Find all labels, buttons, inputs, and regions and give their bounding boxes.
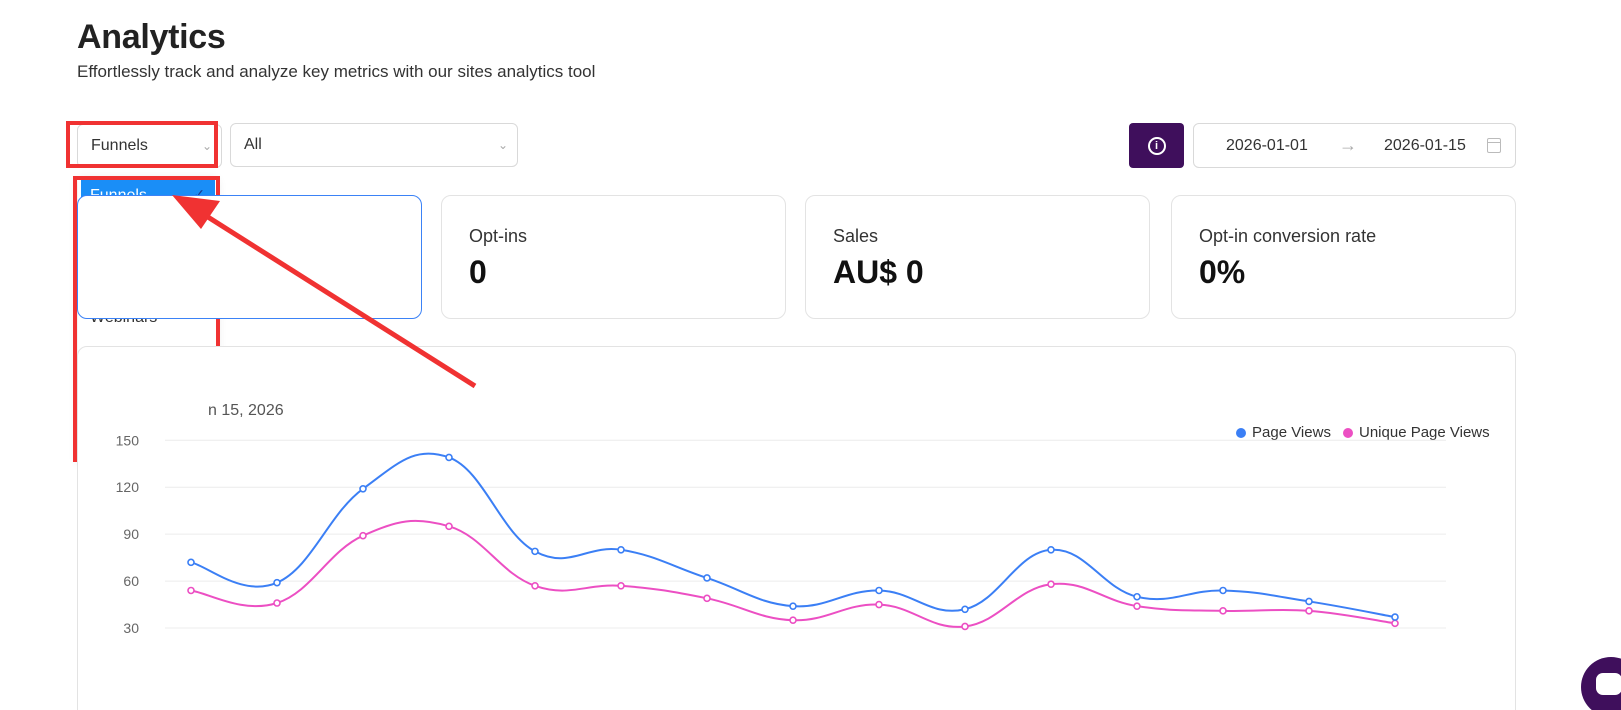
data-point xyxy=(1305,607,1313,615)
data-point xyxy=(617,545,625,554)
data-point xyxy=(359,484,367,493)
type-select[interactable]: Funnels ⌄ xyxy=(77,124,222,168)
legend-item-unique-page-views[interactable]: Unique Page Views xyxy=(1343,424,1490,441)
y-tick-label: 90 xyxy=(123,526,139,542)
y-tick-label: 60 xyxy=(123,573,139,589)
calendar-icon xyxy=(1487,138,1501,153)
data-point xyxy=(1133,592,1141,601)
metric-card-opt-ins[interactable]: Opt-ins 0 xyxy=(441,195,786,319)
page-title: Analytics xyxy=(77,18,226,56)
metric-label: Opt-in conversion rate xyxy=(1199,226,1377,246)
data-point xyxy=(789,602,797,610)
data-point xyxy=(445,453,453,462)
check-icon: ✓ xyxy=(193,186,205,202)
scope-select-value: All xyxy=(244,136,262,153)
metric-label: Opt-ins xyxy=(469,226,528,246)
data-point xyxy=(1391,613,1399,621)
legend-item-page-views[interactable]: Page Views xyxy=(1236,424,1331,441)
data-point xyxy=(789,616,797,625)
data-point xyxy=(875,586,883,595)
chevron-down-icon: ⌄ xyxy=(497,138,509,152)
page-subtitle: Effortlessly track and analyze key metri… xyxy=(77,62,596,81)
data-point xyxy=(445,522,453,531)
legend-swatch xyxy=(1236,427,1246,438)
data-point xyxy=(1047,580,1055,589)
metric-label: Sales xyxy=(833,226,879,246)
y-tick-label: 120 xyxy=(116,479,140,495)
y-tick-label: 30 xyxy=(123,620,139,636)
info-button[interactable]: i xyxy=(1129,123,1184,168)
data-point xyxy=(1391,619,1399,628)
y-tick-label: 150 xyxy=(116,432,140,448)
data-point xyxy=(531,581,539,590)
date-range-picker[interactable]: 2026-01-01 → 2026-01-15 xyxy=(1193,123,1516,168)
metric-card-sales[interactable]: Sales AU$ 0 xyxy=(805,195,1150,319)
data-point xyxy=(703,594,711,603)
metric-value: 0% xyxy=(1199,254,1246,290)
data-point xyxy=(531,547,539,556)
scope-select[interactable]: All ⌄ xyxy=(230,123,518,167)
info-icon: i xyxy=(1147,136,1166,155)
metric-value: AU$ 0 xyxy=(833,254,924,290)
data-point xyxy=(1219,586,1227,595)
date-range-end[interactable]: 2026-01-15 xyxy=(1384,136,1466,154)
type-select-value: Funnels xyxy=(91,137,148,154)
data-point xyxy=(187,558,195,567)
series-line-page-views xyxy=(190,452,1396,619)
chat-icon xyxy=(1596,673,1621,695)
data-point xyxy=(273,578,281,587)
chart-panel xyxy=(77,346,1516,710)
data-point xyxy=(875,600,883,609)
chevron-down-icon: ⌄ xyxy=(201,139,213,153)
date-range-start[interactable]: 2026-01-01 xyxy=(1226,136,1308,154)
legend-label: Unique Page Views xyxy=(1359,424,1490,441)
data-point xyxy=(1133,602,1141,610)
legend-swatch xyxy=(1343,427,1353,438)
legend-label: Page Views xyxy=(1252,424,1331,441)
series-line-unique-page-views xyxy=(190,519,1396,628)
data-point xyxy=(961,622,969,631)
data-point xyxy=(187,586,195,595)
data-point xyxy=(1305,597,1313,606)
data-point xyxy=(703,574,711,582)
data-point xyxy=(359,531,367,540)
data-point xyxy=(961,605,969,614)
data-point xyxy=(273,599,281,607)
chart-date-range-label: n 15, 2026 xyxy=(208,402,284,419)
data-point xyxy=(1047,545,1055,554)
data-point xyxy=(1219,607,1227,615)
highlight-box-select xyxy=(66,121,218,168)
metric-card-opt-in-conversion-rate[interactable]: Opt-in conversion rate 0% xyxy=(1171,195,1516,319)
data-point xyxy=(617,581,625,590)
arrow-right-icon: → xyxy=(1339,135,1357,155)
